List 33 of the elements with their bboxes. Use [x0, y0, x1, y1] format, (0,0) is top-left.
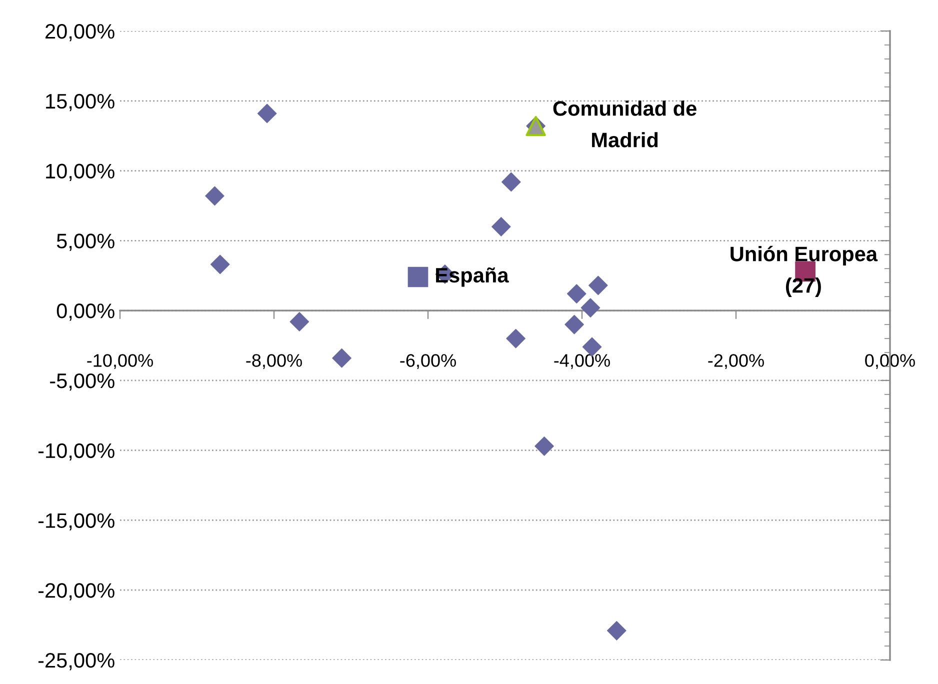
x-tick-label: -8,00%	[246, 354, 302, 370]
y-tick-label: 0,00%	[56, 304, 114, 321]
point	[408, 266, 428, 288]
x-tick-label: -2,00%	[708, 354, 764, 370]
point	[606, 620, 626, 640]
point	[566, 284, 586, 304]
x-tick-label: 0,00%	[865, 354, 915, 370]
point	[210, 254, 230, 274]
y-tick-label: -5,00%	[50, 373, 114, 391]
y-tick-label: 15,00%	[46, 94, 114, 112]
series-label: Unión Europea (27)	[730, 246, 878, 297]
point	[332, 348, 352, 368]
series-label: Comunidad de Madrid	[553, 100, 696, 148]
point	[205, 186, 224, 206]
point	[564, 314, 584, 334]
y-tick-label: 5,00%	[56, 234, 114, 251]
y-tick-label: -20,00%	[38, 583, 114, 600]
point	[580, 298, 600, 318]
x-tick-label: -10,00%	[87, 354, 153, 370]
y-tick-label: 20,00%	[46, 24, 114, 42]
y-tick-label: -10,00%	[38, 443, 114, 461]
point	[501, 172, 521, 192]
x-tick-label: -6,00%	[400, 354, 456, 370]
y-tick-label: -15,00%	[38, 513, 114, 530]
point	[257, 104, 277, 124]
point	[290, 312, 310, 332]
point	[588, 276, 608, 296]
y-tick-label: -25,00%	[38, 653, 114, 670]
point	[534, 436, 554, 456]
point	[491, 217, 511, 236]
y-tick-label: 10,00%	[46, 164, 114, 181]
point	[506, 328, 526, 348]
x-tick-label: -4,00%	[554, 354, 610, 370]
